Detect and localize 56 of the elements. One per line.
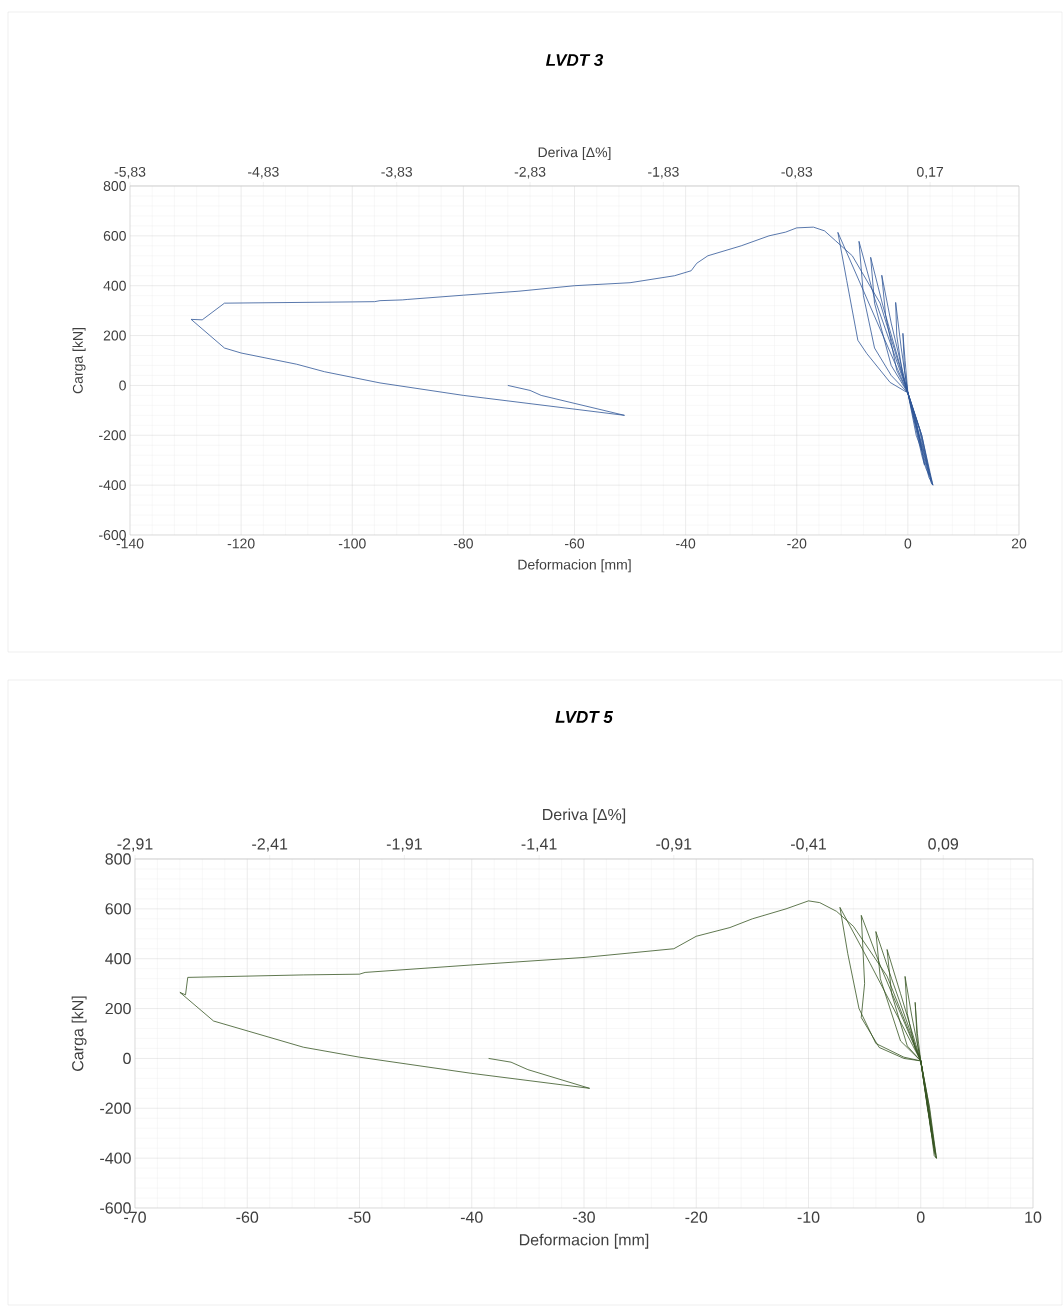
x-axis-title: Deformacion [mm] — [518, 559, 631, 573]
y-tick-label: 200 — [105, 1002, 131, 1015]
x2-axis-title: Deriva [Δ%] — [543, 808, 626, 824]
x-tick-label: -120 — [227, 538, 255, 549]
x-tick-label: 20 — [1011, 538, 1027, 549]
y-tick-label: 200 — [103, 330, 126, 341]
y-tick-label: -200 — [99, 430, 126, 441]
x2-tick-label: -3,83 — [381, 166, 413, 179]
x2-tick-label: -1,91 — [386, 838, 422, 852]
x2-tick-label: -1,83 — [648, 166, 679, 179]
x2-tick-label: -5,83 — [114, 166, 146, 179]
x-tick-label: -50 — [348, 1211, 371, 1223]
y-axis-title: Carga [kN] — [72, 328, 86, 394]
x2-tick-label: -2,91 — [117, 838, 153, 852]
x-tick-label: -30 — [573, 1211, 595, 1223]
x-tick-label: 0 — [916, 1211, 925, 1223]
x-tick-label: -60 — [236, 1211, 259, 1223]
x2-tick-label: -0,91 — [656, 838, 692, 852]
x2-tick-label: -2,83 — [514, 166, 546, 179]
line-series — [179, 900, 937, 1159]
y-tick-label: 800 — [105, 853, 131, 865]
x2-tick-label: -1,41 — [521, 838, 557, 852]
x-tick-label: -60 — [565, 538, 585, 549]
y-tick-label: 600 — [103, 230, 126, 241]
x2-tick-label: 0,09 — [928, 838, 959, 852]
x-tick-label: -20 — [685, 1211, 708, 1223]
x-axis-title: Deformacion [mm] — [519, 1233, 649, 1249]
y-tick-label: -400 — [99, 480, 126, 491]
x-tick-label: 10 — [1025, 1211, 1042, 1223]
x-tick-label: -100 — [338, 538, 366, 549]
y-tick-label: 0 — [119, 380, 126, 391]
x-tick-label: -20 — [787, 538, 807, 549]
x2-tick-label: -0,83 — [781, 166, 813, 179]
y-tick-label: -600 — [99, 530, 126, 540]
y-tick-label: -400 — [100, 1152, 131, 1164]
x2-tick-label: -0,41 — [790, 838, 826, 852]
y-tick-label: 400 — [103, 280, 126, 291]
y-tick-label: 0 — [123, 1052, 131, 1065]
line-series — [190, 226, 934, 486]
x2-tick-label: -4,83 — [248, 166, 279, 179]
y-tick-label: 600 — [105, 903, 131, 915]
x2-tick-label: 0,17 — [917, 166, 944, 179]
y-axis-title: Carga [kN] — [71, 996, 87, 1071]
x2-tick-label: -2,41 — [252, 838, 288, 852]
x-tick-label: -40 — [676, 538, 696, 549]
x-tick-label: -10 — [797, 1211, 820, 1223]
x-tick-label: 0 — [904, 538, 912, 549]
chart-title: LVDT 5 — [555, 711, 614, 723]
x-tick-label: -80 — [453, 538, 473, 549]
chart-title: LVDT 3 — [545, 53, 604, 67]
y-tick-label: -200 — [100, 1102, 131, 1114]
y-tick-label: 400 — [105, 953, 131, 965]
x-tick-label: -40 — [460, 1211, 483, 1223]
x-tick-label: -140 — [116, 538, 144, 549]
y-tick-label: 800 — [103, 181, 126, 191]
x2-axis-title: Deriva [Δ%] — [538, 146, 611, 161]
